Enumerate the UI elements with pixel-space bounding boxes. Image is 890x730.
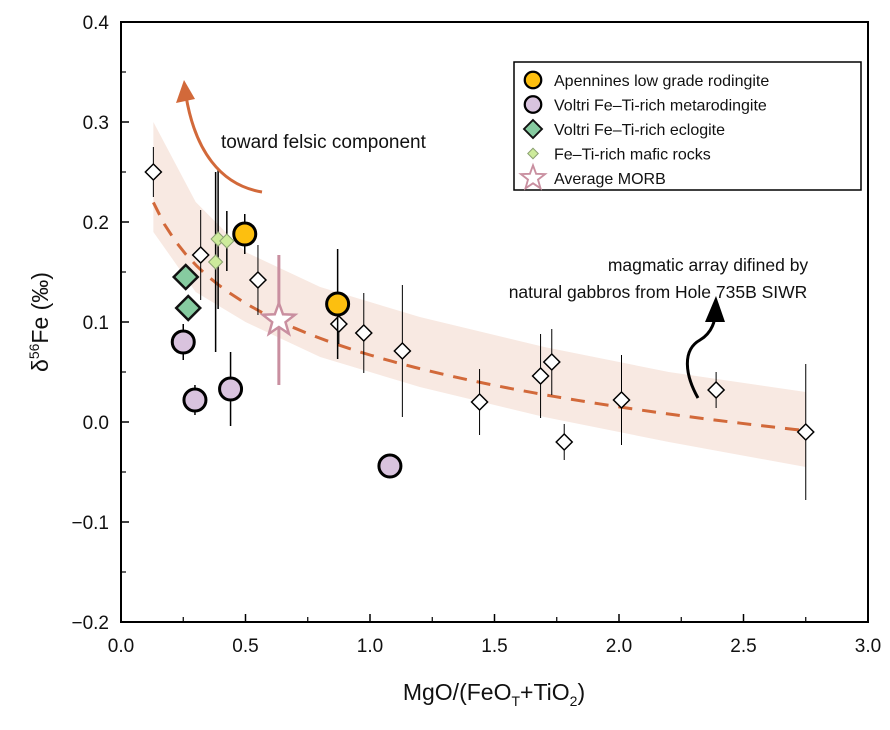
data-point — [232, 221, 258, 247]
legend-marker — [523, 70, 543, 90]
x-tick-label: 1.0 — [357, 636, 383, 657]
x-tick-label: 3.0 — [855, 636, 881, 657]
legend-marker — [518, 162, 548, 191]
legend-label: Fe–Ti-rich mafic rocks — [554, 147, 711, 164]
legend-marker — [522, 118, 544, 140]
felsic-annotation: toward felsic component — [221, 132, 427, 153]
data-point — [707, 380, 726, 400]
data-point — [219, 233, 235, 249]
data-point — [329, 314, 348, 334]
data-point — [531, 366, 550, 386]
y-tick-label: 0.4 — [83, 13, 110, 34]
legend-label: Voltri Fe–Ti-rich eclogite — [554, 122, 725, 139]
x-tick-label: 0.5 — [232, 636, 258, 657]
y-tick-label: −0.1 — [71, 513, 109, 534]
gabbro-arrow-head — [705, 296, 725, 322]
x-tick-label: 0.0 — [108, 636, 134, 657]
data-point — [555, 432, 574, 452]
legend-label: Voltri Fe–Ti-rich metarodingite — [554, 98, 767, 115]
x-tick-label: 2.0 — [606, 636, 632, 657]
felsic-arrow-head — [176, 80, 195, 103]
data-point — [354, 323, 373, 343]
data-point — [542, 352, 561, 372]
x-tick-label: 1.5 — [481, 636, 507, 657]
legend-label: Average MORB — [554, 171, 666, 188]
y-tick-label: 0.0 — [83, 413, 109, 434]
data-point — [171, 263, 200, 291]
data-point — [325, 291, 351, 317]
data-point — [259, 299, 299, 337]
data-point — [248, 270, 268, 290]
data-point — [612, 390, 631, 410]
legend: Apennines low grade rodingite Voltri Fe–T… — [513, 61, 862, 191]
data-point — [182, 387, 208, 413]
y-tick-label: 0.2 — [83, 213, 109, 234]
y-axis-label: δ56Fe (‰) — [26, 272, 53, 372]
data-point — [174, 294, 202, 322]
gabbro-annotation-line2: natural gabbros from Hole 735B SIWR — [509, 282, 808, 302]
data-point — [207, 254, 224, 270]
data-point — [170, 329, 196, 355]
y-tick-label: −0.2 — [71, 613, 109, 634]
data-point — [796, 422, 815, 442]
data-point — [393, 341, 412, 361]
y-tick-label: 0.1 — [83, 313, 109, 334]
confidence-band — [153, 122, 806, 467]
data-point — [144, 162, 163, 182]
x-tick-label: 2.5 — [730, 636, 756, 657]
gabbro-annotation-line1: magmatic array difined by — [608, 255, 809, 275]
data-point — [377, 453, 403, 479]
legend-marker — [523, 95, 543, 114]
x-axis-label: MgO/(FeOT+TiO2) — [403, 679, 585, 709]
y-tick-label: 0.3 — [83, 113, 109, 134]
felsic-arrow — [184, 95, 263, 194]
data-point — [218, 376, 244, 402]
legend-marker — [527, 147, 539, 160]
legend-label: Apennines low grade rodingite — [554, 73, 769, 90]
data-point — [191, 245, 210, 265]
data-point — [470, 392, 489, 412]
